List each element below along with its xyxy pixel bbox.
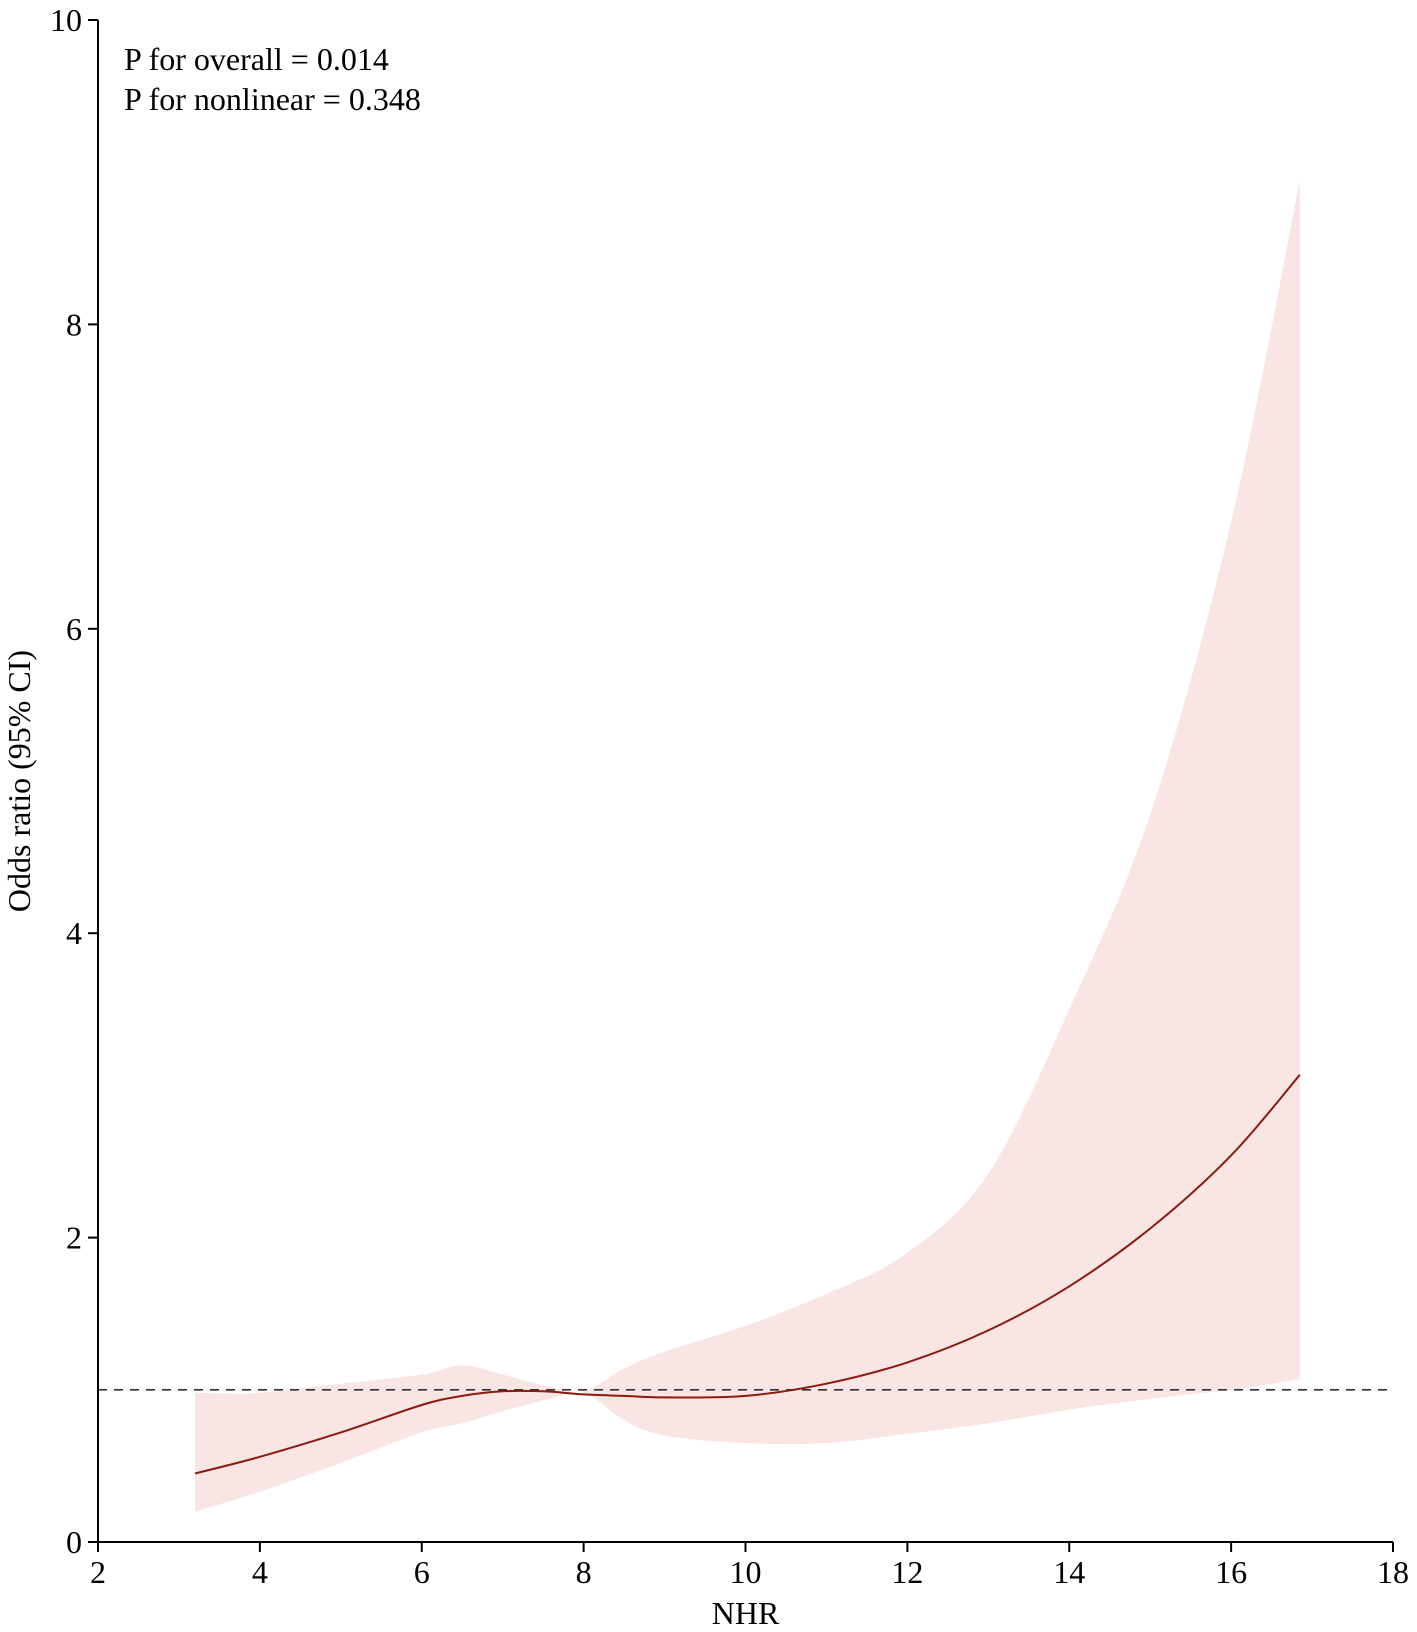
- p-overall-annotation: P for overall = 0.014: [124, 41, 389, 77]
- x-axis-ticks: 2 4 6 8 10 12 14 16 18: [90, 1542, 1409, 1590]
- y-tick-label: 6: [66, 611, 82, 647]
- y-tick-label: 8: [66, 306, 82, 342]
- odds-ratio-line: [194, 1074, 1301, 1475]
- x-tick-label: 2: [90, 1554, 106, 1590]
- y-tick-label: 4: [66, 915, 82, 951]
- x-tick-label: 8: [576, 1554, 592, 1590]
- x-tick-label: 6: [414, 1554, 430, 1590]
- p-nonlinear-annotation: P for nonlinear = 0.348: [124, 81, 421, 117]
- x-tick-label: 18: [1377, 1554, 1409, 1590]
- x-tick-label: 4: [252, 1554, 268, 1590]
- x-axis-title: NHR: [712, 1595, 780, 1631]
- y-axis-title: Odds ratio (95% CI): [1, 650, 37, 912]
- y-axis-ticks: 0 2 4 6 8 10: [50, 2, 98, 1560]
- y-tick-label: 2: [66, 1220, 82, 1256]
- x-tick-label: 12: [891, 1554, 923, 1590]
- y-tick-label: 10: [50, 2, 82, 38]
- plot-area: [98, 179, 1393, 1512]
- confidence-band: [195, 179, 1300, 1512]
- x-tick-label: 10: [730, 1554, 762, 1590]
- x-tick-label: 16: [1215, 1554, 1247, 1590]
- x-tick-label: 14: [1053, 1554, 1085, 1590]
- y-tick-label: 0: [66, 1524, 82, 1560]
